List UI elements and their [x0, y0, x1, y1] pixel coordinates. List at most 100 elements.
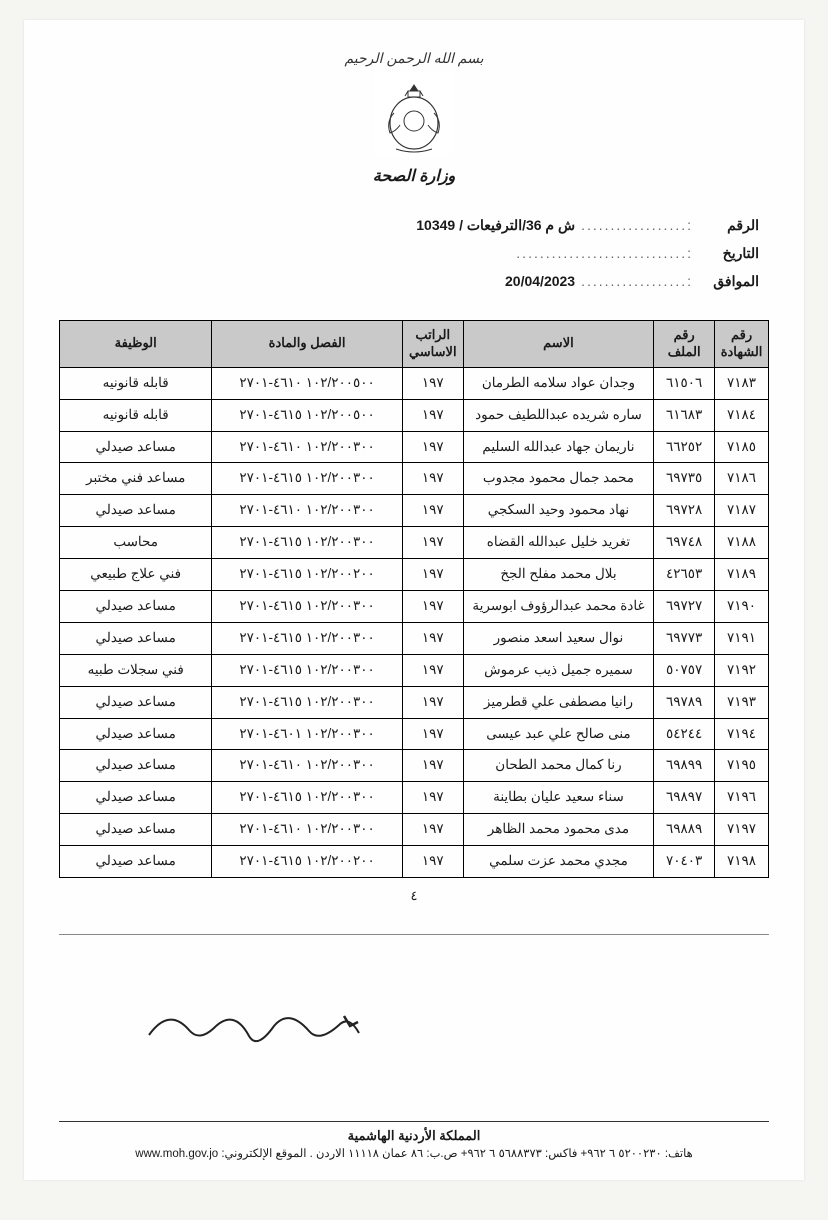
cell-chap: ١٠٢/٢٠٠٢٠٠ ٤٦١٥-٢٧٠١: [212, 846, 402, 878]
cell-sal: ١٩٧: [402, 782, 463, 814]
cell-chap: ١٠٢/٢٠٠٣٠٠ ٤٦١٥-٢٧٠١: [212, 622, 402, 654]
col-name: الاسم: [463, 321, 653, 368]
cell-cert: ٧١٩٨: [715, 846, 769, 878]
cell-job: قابله قانونيه: [60, 399, 212, 431]
cell-job: فني علاج طبيعي: [60, 559, 212, 591]
bismillah-text: بسم الله الرحمن الرحيم: [59, 50, 769, 67]
table-row: ٧١٩١٦٩٧٧٣نوال سعيد اسعد منصور١٩٧١٠٢/٢٠٠٣…: [60, 622, 769, 654]
table-row: ٧١٩٢٥٠٧٥٧سميره جميل ذيب عرموش١٩٧١٠٢/٢٠٠٣…: [60, 654, 769, 686]
cell-job: مساعد صيدلي: [60, 591, 212, 623]
cell-name: نوال سعيد اسعد منصور: [463, 622, 653, 654]
table-row: ٧١٩٣٦٩٧٨٩رانيا مصطفى علي قطرميز١٩٧١٠٢/٢٠…: [60, 686, 769, 718]
cell-chap: ١٠٢/٢٠٠٣٠٠ ٤٦١٥-٢٧٠١: [212, 527, 402, 559]
dots: :..................: [581, 267, 693, 295]
cell-sal: ١٩٧: [402, 622, 463, 654]
dots: :..................: [581, 211, 693, 239]
cell-name: ناريمان جهاد عبدالله السليم: [463, 431, 653, 463]
cell-file: ٦٩٧٢٧: [654, 591, 715, 623]
cell-cert: ٧١٩٠: [715, 591, 769, 623]
cell-file: ٦٦٢٥٢: [654, 431, 715, 463]
cell-sal: ١٩٧: [402, 750, 463, 782]
cell-job: مساعد صيدلي: [60, 431, 212, 463]
page-footer: المملكة الأردنية الهاشمية هاتف: ٥٢٠٠٢٣٠ …: [59, 1121, 769, 1160]
cell-name: محمد جمال محمود مجدوب: [463, 463, 653, 495]
coat-of-arms-icon: [374, 73, 454, 158]
cell-cert: ٧١٨٤: [715, 399, 769, 431]
corresponding-value: 20/04/2023: [505, 267, 575, 295]
cell-name: ساره شريده عبداللطيف حمود: [463, 399, 653, 431]
cell-file: ٦٩٨٩٩: [654, 750, 715, 782]
table-row: ٧١٨٣٦١٥٠٦وجدان عواد سلامه الطرمان١٩٧١٠٢/…: [60, 367, 769, 399]
cell-file: ٧٠٤٠٣: [654, 846, 715, 878]
cell-chap: ١٠٢/٢٠٠٣٠٠ ٤٦١٥-٢٧٠١: [212, 782, 402, 814]
cell-chap: ١٠٢/٢٠٠٣٠٠ ٤٦١٠-٢٧٠١: [212, 814, 402, 846]
cell-sal: ١٩٧: [402, 654, 463, 686]
cell-cert: ٧١٩١: [715, 622, 769, 654]
cell-job: مساعد صيدلي: [60, 686, 212, 718]
table-row: ٧١٨٧٦٩٧٢٨نهاد محمود وحيد السكجي١٩٧١٠٢/٢٠…: [60, 495, 769, 527]
table-row: ٧١٩٥٦٩٨٩٩رنا كمال محمد الطحان١٩٧١٠٢/٢٠٠٣…: [60, 750, 769, 782]
date-label: التاريخ: [699, 239, 759, 267]
table-header-row: رقم الشهادة رقم الملف الاسم الراتب الاسا…: [60, 321, 769, 368]
cell-name: بلال محمد مفلح الجخ: [463, 559, 653, 591]
cell-cert: ٧١٨٨: [715, 527, 769, 559]
cell-job: مساعد صيدلي: [60, 750, 212, 782]
cell-chap: ١٠٢/٢٠٠٥٠٠ ٤٦١٠-٢٧٠١: [212, 367, 402, 399]
cell-file: ٦٩٧٧٣: [654, 622, 715, 654]
col-chapter-item: الفصل والمادة: [212, 321, 402, 368]
cell-sal: ١٩٧: [402, 367, 463, 399]
cell-chap: ١٠٢/٢٠٠٣٠٠ ٤٦١٥-٢٧٠١: [212, 463, 402, 495]
cell-file: ٦٩٧٣٥: [654, 463, 715, 495]
ref-label: الرقم: [699, 211, 759, 239]
cell-job: مساعد صيدلي: [60, 814, 212, 846]
signature-icon: [144, 1010, 364, 1060]
cell-name: مجدي محمد عزت سلمي: [463, 846, 653, 878]
table-row: ٧١٩٦٦٩٨٩٧سناء سعيد عليان بطاينة١٩٧١٠٢/٢٠…: [60, 782, 769, 814]
table-row: ٧١٩٠٦٩٧٢٧غادة محمد عبدالرؤوف ابوسرية١٩٧١…: [60, 591, 769, 623]
cell-sal: ١٩٧: [402, 846, 463, 878]
cell-chap: ١٠٢/٢٠٠٣٠٠ ٤٦١٥-٢٧٠١: [212, 686, 402, 718]
cell-name: سناء سعيد عليان بطاينة: [463, 782, 653, 814]
cell-job: مساعد صيدلي: [60, 718, 212, 750]
cell-sal: ١٩٧: [402, 463, 463, 495]
cell-sal: ١٩٧: [402, 495, 463, 527]
promotions-table: رقم الشهادة رقم الملف الاسم الراتب الاسا…: [59, 320, 769, 878]
footer-contact: هاتف: ٥٢٠٠٢٣٠ ٦ ٩٦٢+ فاكس: ٥٦٨٨٣٧٣ ٦ ٩٦٢…: [59, 1146, 769, 1160]
cell-cert: ٧١٩٤: [715, 718, 769, 750]
cell-name: تغريد خليل عبدالله القضاه: [463, 527, 653, 559]
table-row: ٧١٨٦٦٩٧٣٥محمد جمال محمود مجدوب١٩٧١٠٢/٢٠٠…: [60, 463, 769, 495]
cell-name: سميره جميل ذيب عرموش: [463, 654, 653, 686]
cell-job: مساعد فني مختبر: [60, 463, 212, 495]
divider: [59, 934, 769, 935]
cell-name: وجدان عواد سلامه الطرمان: [463, 367, 653, 399]
cell-file: ٥٠٧٥٧: [654, 654, 715, 686]
cell-cert: ٧١٨٧: [715, 495, 769, 527]
cell-cert: ٧١٩٦: [715, 782, 769, 814]
cell-job: مساعد صيدلي: [60, 846, 212, 878]
cell-chap: ١٠٢/٢٠٠٥٠٠ ٤٦١٥-٢٧٠١: [212, 399, 402, 431]
cell-sal: ١٩٧: [402, 431, 463, 463]
cell-sal: ١٩٧: [402, 686, 463, 718]
table-row: ٧١٩٨٧٠٤٠٣مجدي محمد عزت سلمي١٩٧١٠٢/٢٠٠٢٠٠…: [60, 846, 769, 878]
cell-job: فني سجلات طبيه: [60, 654, 212, 686]
cell-name: منى صالح علي عبد عيسى: [463, 718, 653, 750]
table-row: ٧١٨٤٦١٦٨٣ساره شريده عبداللطيف حمود١٩٧١٠٢…: [60, 399, 769, 431]
cell-chap: ١٠٢/٢٠٠٣٠٠ ٤٦١٠-٢٧٠١: [212, 431, 402, 463]
cell-name: غادة محمد عبدالرؤوف ابوسرية: [463, 591, 653, 623]
cell-file: ٤٢٦٥٣: [654, 559, 715, 591]
ref-value: ش م 36/الترفيعات / 10349: [416, 211, 575, 239]
cell-job: مساعد صيدلي: [60, 495, 212, 527]
cell-name: نهاد محمود وحيد السكجي: [463, 495, 653, 527]
cell-chap: ١٠٢/٢٠٠٣٠٠ ٤٦١٥-٢٧٠١: [212, 654, 402, 686]
cell-name: رانيا مصطفى علي قطرميز: [463, 686, 653, 718]
dots: :.............................: [516, 239, 693, 267]
cell-chap: ١٠٢/٢٠٠٣٠٠ ٤٦١٠-٢٧٠١: [212, 750, 402, 782]
cell-cert: ٧١٩٥: [715, 750, 769, 782]
cell-chap: ١٠٢/٢٠٠٢٠٠ ٤٦١٥-٢٧٠١: [212, 559, 402, 591]
col-cert-no: رقم الشهادة: [715, 321, 769, 368]
cell-sal: ١٩٧: [402, 559, 463, 591]
cell-file: ٦٩٧٨٩: [654, 686, 715, 718]
cell-cert: ٧١٨٦: [715, 463, 769, 495]
cell-cert: ٧١٩٣: [715, 686, 769, 718]
table-row: ٧١٩٤٥٤٢٤٤منى صالح علي عبد عيسى١٩٧١٠٢/٢٠٠…: [60, 718, 769, 750]
